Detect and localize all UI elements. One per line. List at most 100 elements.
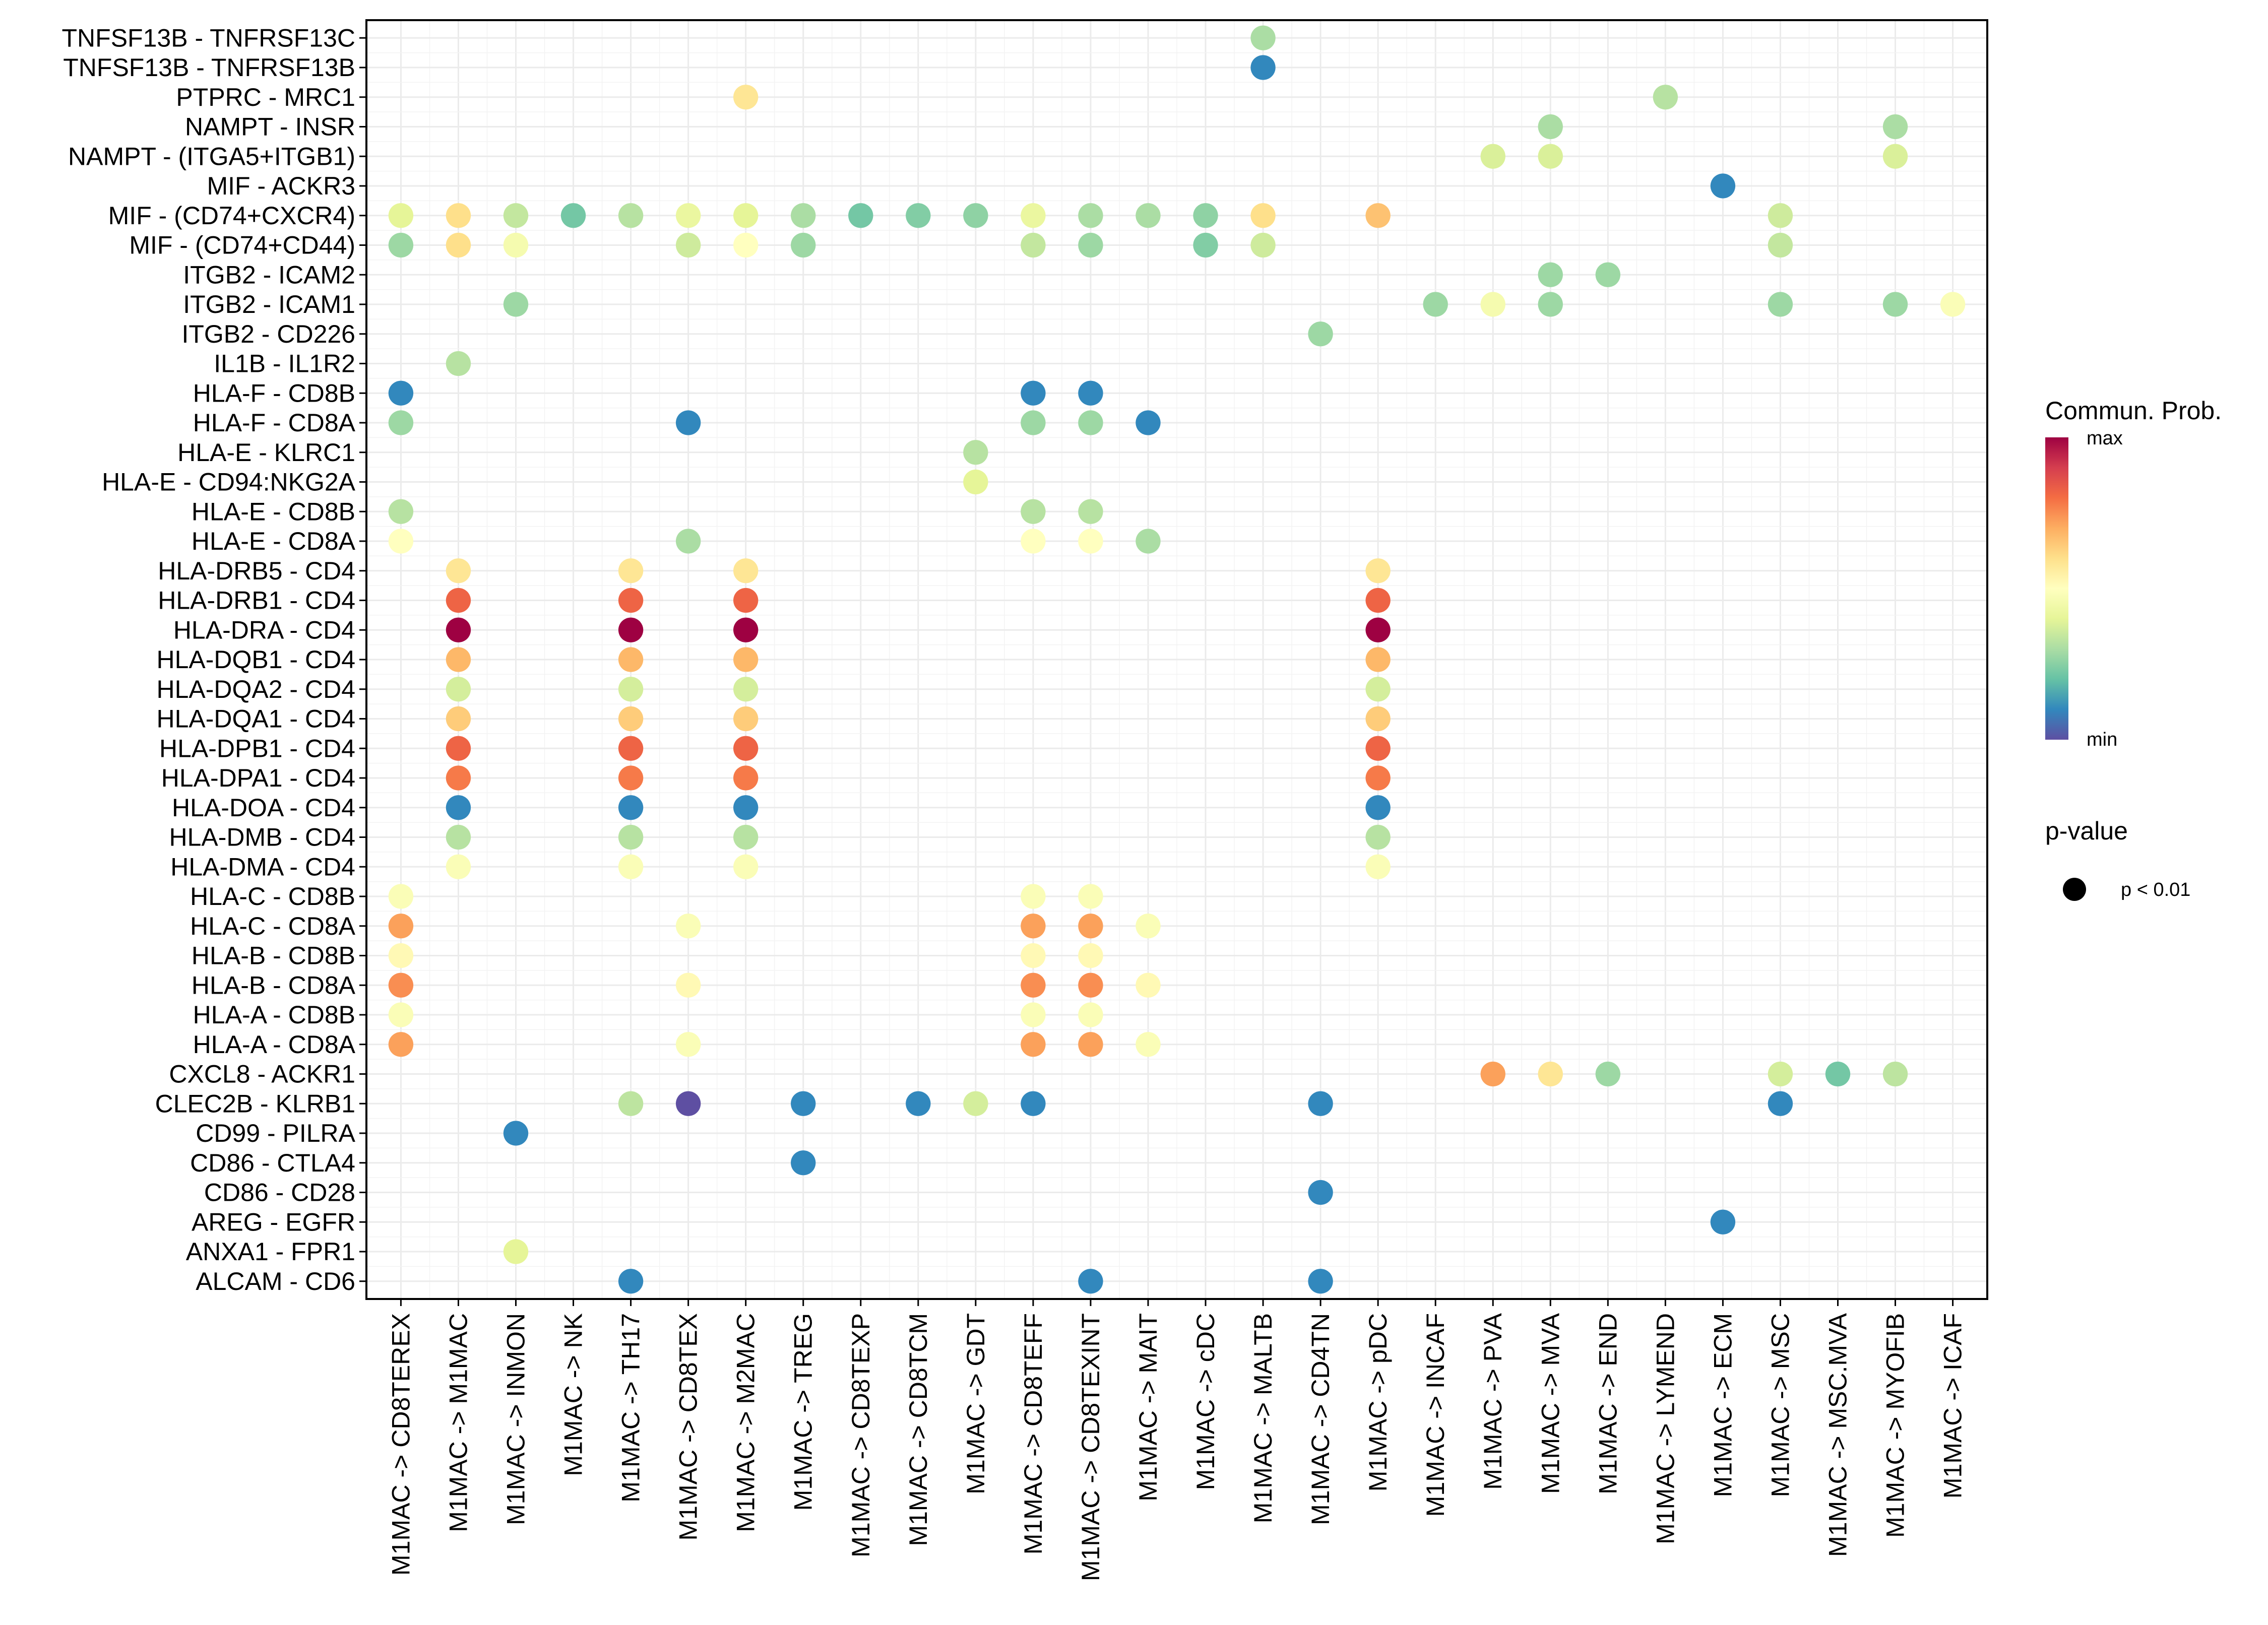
y-tick-label: HLA-E - CD94:NKG2A	[102, 468, 356, 496]
data-point	[618, 647, 644, 672]
data-point	[1021, 203, 1046, 228]
data-point	[1136, 203, 1161, 228]
x-tick-label: M1MAC -> CD4TN	[1306, 1313, 1335, 1525]
y-tick-label: HLA-A - CD8B	[193, 1001, 355, 1029]
data-point	[388, 499, 414, 524]
y-tick-label: HLA-DPA1 - CD4	[161, 764, 355, 792]
data-point	[446, 232, 471, 258]
data-points	[388, 25, 1966, 1294]
y-tick-label: HLA-DRA - CD4	[173, 616, 355, 644]
y-tick-label: ITGB2 - CD226	[181, 320, 355, 348]
data-point	[1021, 972, 1046, 998]
y-tick-label: HLA-E - CD8A	[192, 527, 356, 555]
size-legend-title: p-value	[2045, 817, 2128, 845]
data-point	[1308, 321, 1333, 347]
data-point	[446, 765, 471, 791]
data-point	[618, 617, 644, 642]
y-tick-label: NAMPT - (ITGA5+ITGB1)	[68, 142, 355, 170]
grid-lines	[366, 20, 1987, 1299]
x-tick-label: M1MAC -> INCAF	[1421, 1313, 1450, 1517]
data-point	[388, 529, 414, 554]
data-point	[1308, 1091, 1333, 1116]
data-point	[618, 736, 644, 761]
color-legend-title: Commun. Prob.	[2045, 397, 2222, 425]
data-point	[503, 1121, 529, 1146]
data-point	[733, 85, 759, 110]
data-point	[1250, 232, 1276, 258]
data-point	[1365, 765, 1391, 791]
x-tick-label: M1MAC -> MALTB	[1249, 1313, 1277, 1523]
data-point	[618, 706, 644, 732]
data-point	[1078, 1032, 1103, 1057]
data-point	[733, 854, 759, 879]
data-point	[1538, 1061, 1563, 1087]
data-point	[388, 203, 414, 228]
data-point	[1882, 144, 1908, 169]
data-point	[1021, 499, 1046, 524]
y-tick-label: HLA-C - CD8B	[190, 882, 355, 911]
data-point	[618, 588, 644, 613]
data-point	[503, 1239, 529, 1264]
x-tick-label: M1MAC -> NK	[559, 1313, 588, 1476]
legend: Commun. Prob. max min p-value p < 0.01	[2045, 397, 2222, 901]
data-point	[446, 617, 471, 642]
data-point	[388, 972, 414, 998]
data-point	[675, 232, 701, 258]
data-point	[733, 617, 759, 642]
data-point	[446, 558, 471, 583]
data-point	[1882, 292, 1908, 317]
data-point	[618, 677, 644, 702]
y-tick-label: HLA-F - CD8B	[193, 379, 355, 407]
data-point	[1365, 203, 1391, 228]
y-tick-label: MIF - (CD74+CD44)	[129, 231, 355, 259]
data-point	[618, 795, 644, 820]
data-point	[1078, 232, 1103, 258]
y-tick-label: ITGB2 - ICAM1	[183, 290, 355, 318]
data-point	[618, 1091, 644, 1116]
data-point	[1078, 499, 1103, 524]
data-point	[1768, 1061, 1793, 1087]
data-point	[388, 914, 414, 939]
data-point	[1538, 262, 1563, 287]
data-point	[1021, 884, 1046, 909]
data-point	[791, 1091, 816, 1116]
data-point	[446, 588, 471, 613]
data-point	[1308, 1269, 1333, 1294]
data-point	[675, 1032, 701, 1057]
data-point	[733, 203, 759, 228]
x-tick-label: M1MAC -> CD8TEREX	[387, 1313, 415, 1576]
data-point	[1538, 144, 1563, 169]
data-point	[1136, 972, 1161, 998]
data-point	[791, 203, 816, 228]
data-point	[1021, 943, 1046, 968]
y-tick-label: HLA-DQB1 - CD4	[156, 645, 355, 674]
x-tick-label: M1MAC -> CD8TEFF	[1019, 1313, 1047, 1554]
data-point	[618, 558, 644, 583]
data-point	[1538, 114, 1563, 140]
data-point	[1480, 292, 1505, 317]
data-point	[1078, 529, 1103, 554]
data-point	[1078, 380, 1103, 406]
x-tick-label: M1MAC -> MVA	[1536, 1313, 1564, 1493]
data-point	[618, 854, 644, 879]
y-tick-label: HLA-DQA2 - CD4	[156, 675, 355, 703]
data-point	[1653, 85, 1678, 110]
data-point	[1768, 232, 1793, 258]
data-point	[1078, 943, 1103, 968]
data-point	[1480, 1061, 1505, 1087]
data-point	[388, 884, 414, 909]
data-point	[1021, 529, 1046, 554]
data-point	[1365, 854, 1391, 879]
data-point	[733, 558, 759, 583]
data-point	[1250, 203, 1276, 228]
data-point	[1365, 824, 1391, 850]
y-tick-label: HLA-F - CD8A	[193, 409, 356, 437]
data-point	[446, 706, 471, 732]
data-point	[446, 795, 471, 820]
data-point	[675, 914, 701, 939]
data-point	[1365, 617, 1391, 642]
x-tick-label: M1MAC -> CD8TEX	[674, 1313, 703, 1540]
y-tick-label: CLEC2B - KLRB1	[155, 1089, 355, 1118]
